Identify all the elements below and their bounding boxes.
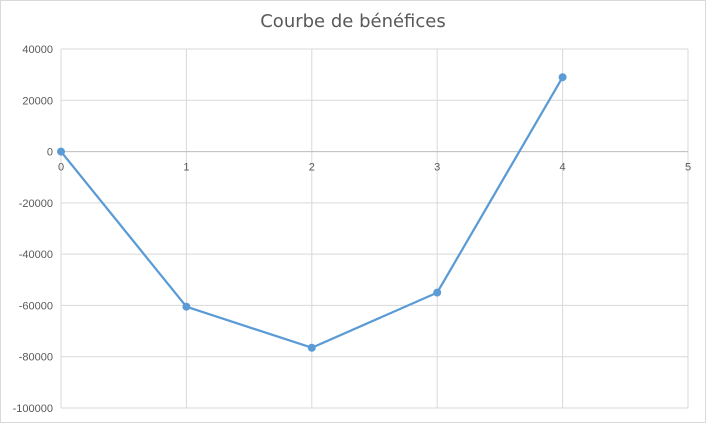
y-tick-label: -100000 — [13, 403, 53, 415]
x-tick-label: 2 — [309, 162, 315, 174]
chart-title: Courbe de bénéfices — [260, 11, 446, 32]
x-tick-label: 4 — [560, 162, 566, 174]
data-point — [558, 73, 567, 82]
x-tick-label: 5 — [685, 162, 691, 174]
data-point — [182, 302, 191, 311]
y-tick-label: -20000 — [19, 198, 53, 210]
x-tick-label: 3 — [434, 162, 440, 174]
y-tick-label: 40000 — [22, 44, 53, 56]
y-tick-label: -40000 — [19, 249, 53, 261]
x-tick-label: 1 — [183, 162, 189, 174]
data-point — [57, 147, 65, 156]
x-tick-label: 0 — [58, 162, 64, 174]
y-tick-label: 20000 — [22, 95, 53, 107]
data-point — [433, 288, 442, 297]
data-point — [307, 343, 316, 352]
y-tick-label: 0 — [47, 147, 53, 159]
y-tick-label: -80000 — [19, 352, 53, 364]
y-tick-label: -60000 — [19, 300, 53, 312]
